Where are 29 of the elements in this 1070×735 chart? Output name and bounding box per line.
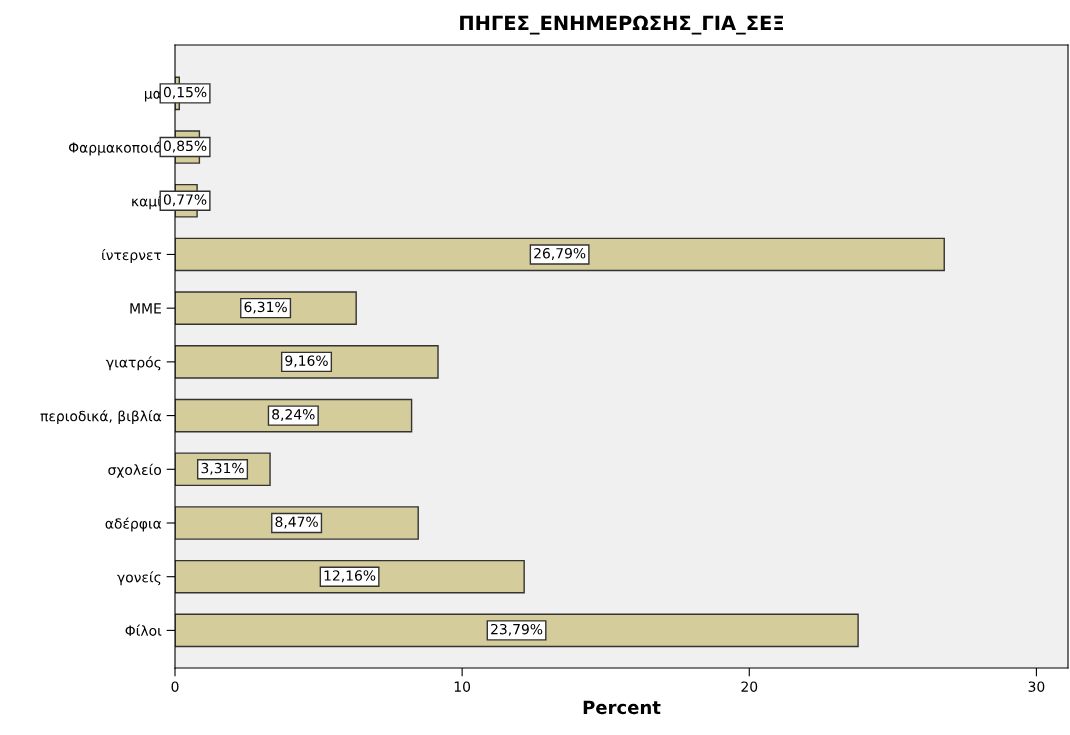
x-tick-label: 30: [1028, 681, 1045, 692]
x-axis-title: Percent: [583, 700, 661, 715]
chart-title: ΠΗΓΕΣ_ΕΝΗΜΕΡΩΣΗΣ_ΓΙΑ_ΣΕΞ: [460, 15, 783, 35]
bar: [175, 559, 525, 594]
y-tick-label: ΜΜΕ: [130, 303, 161, 314]
x-tick-label: 20: [741, 681, 758, 692]
data-label: 0,85%: [163, 140, 207, 153]
data-label: 0,77%: [163, 194, 207, 207]
data-label: 9,16%: [285, 355, 328, 368]
y-tick-label: περιοδικά, βιβλία: [40, 410, 162, 425]
data-label: 23,79%: [491, 623, 543, 636]
data-label: 12,16%: [324, 570, 376, 583]
data-label: 3,31%: [201, 462, 244, 475]
y-tick-label: Φίλοι: [125, 624, 162, 636]
data-label: 6,31%: [244, 301, 287, 314]
data-label: 26,79%: [534, 247, 586, 260]
y-tick-label: σχολείο: [108, 463, 162, 478]
y-tick-label: αδέρφια: [105, 517, 162, 532]
data-label: 8,47%: [275, 516, 318, 529]
x-tick-label: 0: [171, 681, 179, 692]
data-label: 8,24%: [272, 409, 315, 422]
y-tick-label: ίντερνετ: [102, 248, 162, 263]
bar: [175, 613, 859, 648]
bar: [175, 237, 945, 272]
x-tick-label: 10: [454, 681, 471, 692]
data-label: 0,15%: [163, 86, 207, 99]
y-tick-label: καμί: [132, 195, 162, 210]
y-tick-label: γιατρός: [106, 356, 161, 371]
y-tick-label: γονείς: [117, 571, 161, 586]
